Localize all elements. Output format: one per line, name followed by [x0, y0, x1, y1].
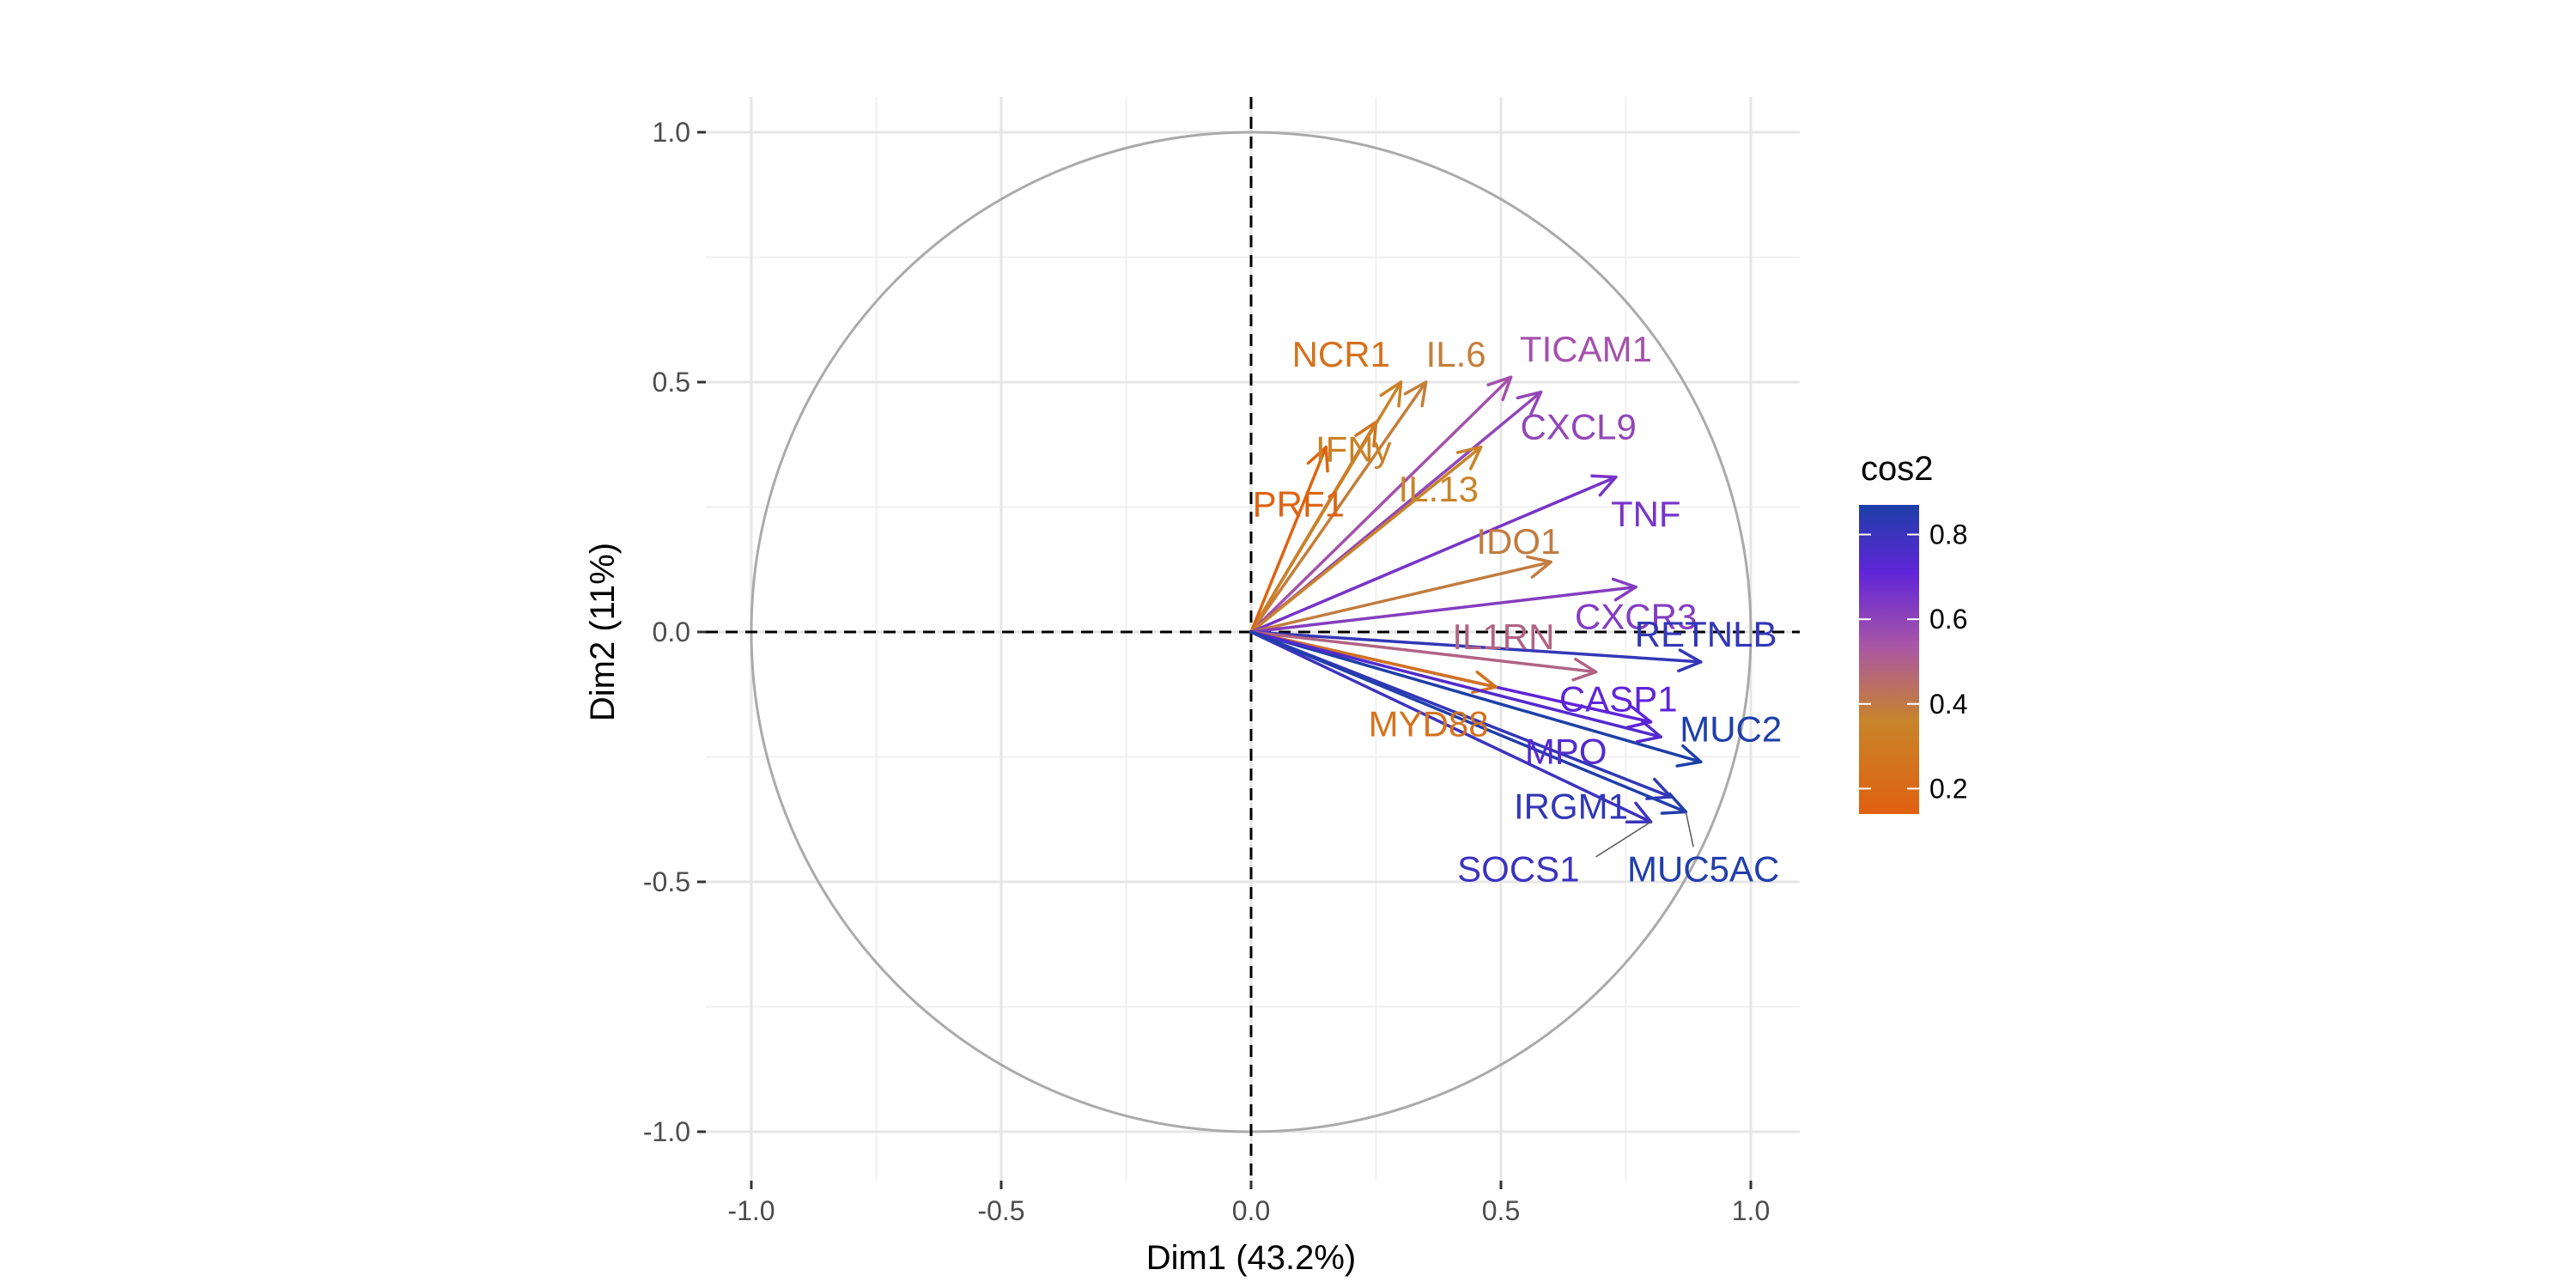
label-il1rn: IL1RN — [1452, 617, 1554, 657]
x-tick-label: -0.5 — [977, 1195, 1024, 1226]
arrow-cxcr3 — [1249, 577, 1637, 634]
label-retnlb: RETNLB — [1635, 614, 1777, 654]
legend-colorbar — [1859, 505, 1919, 814]
y-tick-label: 0.0 — [653, 617, 690, 647]
legend-tick-label: 0.4 — [1929, 689, 1967, 720]
arrow-ticam1 — [1249, 375, 1513, 634]
label-cxcl9: CXCL9 — [1521, 406, 1637, 447]
y-tick-label: 1.0 — [653, 117, 690, 148]
arrow-il-13 — [1249, 445, 1483, 634]
arrow-ifny — [1249, 380, 1403, 634]
arrow-mpo — [1249, 630, 1662, 744]
x-axis-title: Dim1 (43.2%) — [1146, 1239, 1357, 1277]
y-tick-label: -0.5 — [643, 866, 690, 897]
y-tick-label: 0.5 — [653, 367, 690, 398]
leader-muc5ac — [1685, 811, 1694, 848]
label-il-6: IL.6 — [1426, 334, 1486, 374]
arrow-muc2 — [1249, 630, 1703, 768]
variable-labels: NCR1 IL.6 TICAM1 IFNy CXCL9 PRF1 IL.13 TNF IDO1 C… — [1253, 329, 1783, 889]
label-prf1: PRF1 — [1253, 484, 1345, 525]
x-tick-label: 1.0 — [1732, 1195, 1770, 1226]
label-myd88: MYD88 — [1369, 704, 1489, 744]
arrow-retnlb — [1249, 630, 1703, 673]
y-axis-ticks: -1.0 -0.5 0.0 0.5 1.0 — [643, 117, 706, 1147]
leader-socs1 — [1595, 821, 1652, 858]
label-irgm1: IRGM1 — [1514, 787, 1628, 827]
label-il-13: IL.13 — [1399, 469, 1479, 509]
legend-ticks: 0.8 0.6 0.4 0.2 — [1859, 519, 1967, 804]
label-tnf: TNF — [1611, 494, 1681, 534]
label-muc2: MUC2 — [1680, 708, 1782, 749]
arrow-tnf — [1249, 474, 1618, 634]
x-tick-label: 0.0 — [1232, 1195, 1270, 1226]
label-ticam1: TICAM1 — [1520, 329, 1652, 369]
legend-tick-label: 0.2 — [1929, 773, 1967, 804]
zero-reference-lines — [706, 97, 1800, 1181]
label-cxcr3: CXCR3 — [1575, 597, 1697, 637]
x-axis-ticks: -1.0 -0.5 0.0 0.5 1.0 — [727, 1181, 1770, 1226]
label-ifny: IFNy — [1315, 429, 1392, 470]
arrow-ido1 — [1249, 555, 1552, 634]
legend-title: cos2 — [1861, 450, 1934, 488]
label-casp1: CASP1 — [1559, 679, 1678, 720]
cos2-legend: cos2 0.8 0.6 0.4 0.2 — [1859, 450, 1967, 814]
label-ncr1: NCR1 — [1292, 334, 1390, 374]
arrow-il-6 — [1249, 380, 1428, 634]
legend-tick-label: 0.8 — [1929, 519, 1967, 550]
y-axis-title: Dim2 (11%) — [584, 543, 622, 721]
arrow-il1rn — [1249, 630, 1598, 682]
legend-tick-label: 0.6 — [1929, 604, 1967, 635]
x-tick-label: 0.5 — [1482, 1195, 1520, 1226]
arrow-prf1 — [1249, 445, 1329, 634]
x-tick-label: -1.0 — [727, 1195, 775, 1226]
label-mpo: MPO — [1525, 732, 1607, 772]
label-muc5ac: MUC5AC — [1627, 848, 1779, 889]
label-socs1: SOCS1 — [1457, 848, 1579, 889]
variable-arrows — [1249, 375, 1703, 824]
label-ido1: IDO1 — [1476, 521, 1560, 562]
y-tick-label: -1.0 — [643, 1116, 690, 1147]
